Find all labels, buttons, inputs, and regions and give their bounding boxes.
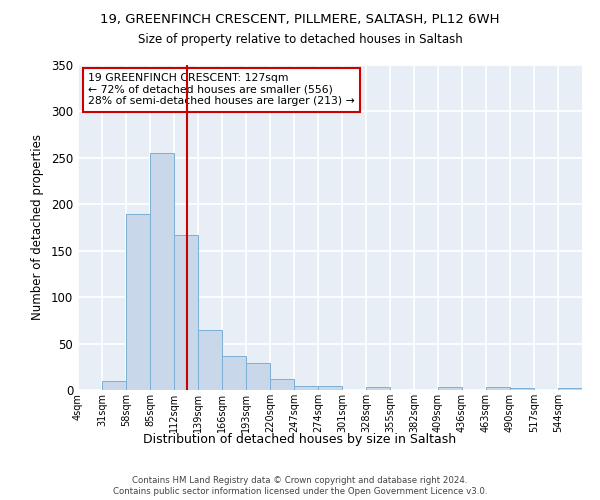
Text: 19, GREENFINCH CRESCENT, PILLMERE, SALTASH, PL12 6WH: 19, GREENFINCH CRESCENT, PILLMERE, SALTA… [100,12,500,26]
Text: Size of property relative to detached houses in Saltash: Size of property relative to detached ho… [137,32,463,46]
Bar [294,386,318,390]
Text: Distribution of detached houses by size in Saltash: Distribution of detached houses by size … [143,432,457,446]
Text: Contains HM Land Registry data © Crown copyright and database right 2024.: Contains HM Land Registry data © Crown c… [132,476,468,485]
Y-axis label: Number of detached properties: Number of detached properties [31,134,44,320]
Bar [318,386,342,390]
Bar [510,388,534,390]
Bar [558,388,582,390]
Bar [486,387,510,390]
Bar [198,330,222,390]
Bar [126,214,150,390]
Bar [246,363,270,390]
Bar [438,387,462,390]
Bar [150,153,174,390]
Bar [366,387,390,390]
Text: Contains public sector information licensed under the Open Government Licence v3: Contains public sector information licen… [113,488,487,496]
Bar [102,380,126,390]
Bar [222,356,246,390]
Bar [174,235,198,390]
Text: 19 GREENFINCH CRESCENT: 127sqm
← 72% of detached houses are smaller (556)
28% of: 19 GREENFINCH CRESCENT: 127sqm ← 72% of … [88,73,355,106]
Bar [270,379,294,390]
